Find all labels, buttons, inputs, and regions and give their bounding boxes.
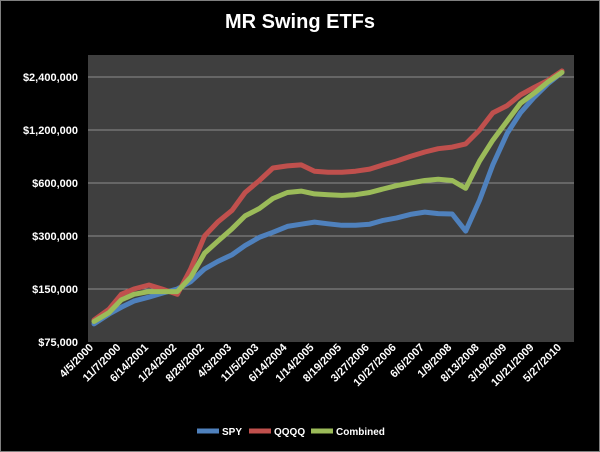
y-tick-label: $2,400,000 xyxy=(23,72,78,84)
legend-label: SPY xyxy=(222,427,242,438)
series-line-combined xyxy=(91,69,565,324)
y-tick-label: $300,000 xyxy=(32,231,78,243)
y-axis-ticks: $75,000 $150,000 $300,000 $600,000 $1,200,00… xyxy=(23,72,78,349)
y-tick-label: $1,200,000 xyxy=(23,125,78,137)
chart-title: MR Swing ETFs xyxy=(225,11,375,33)
x-axis-ticks: 4/5/200011/7/20006/14/20011/24/20028/28/… xyxy=(57,341,564,389)
legend-label: Combined xyxy=(336,427,385,438)
y-tick-label: $150,000 xyxy=(32,284,78,296)
y-tick-label: $75,000 xyxy=(38,337,78,349)
plot-area xyxy=(88,55,574,342)
series-lines xyxy=(91,68,565,327)
legend-label: QQQQ xyxy=(274,427,305,438)
y-tick-label: $600,000 xyxy=(32,178,78,190)
legend: SPY QQQQ Combined xyxy=(197,427,385,438)
